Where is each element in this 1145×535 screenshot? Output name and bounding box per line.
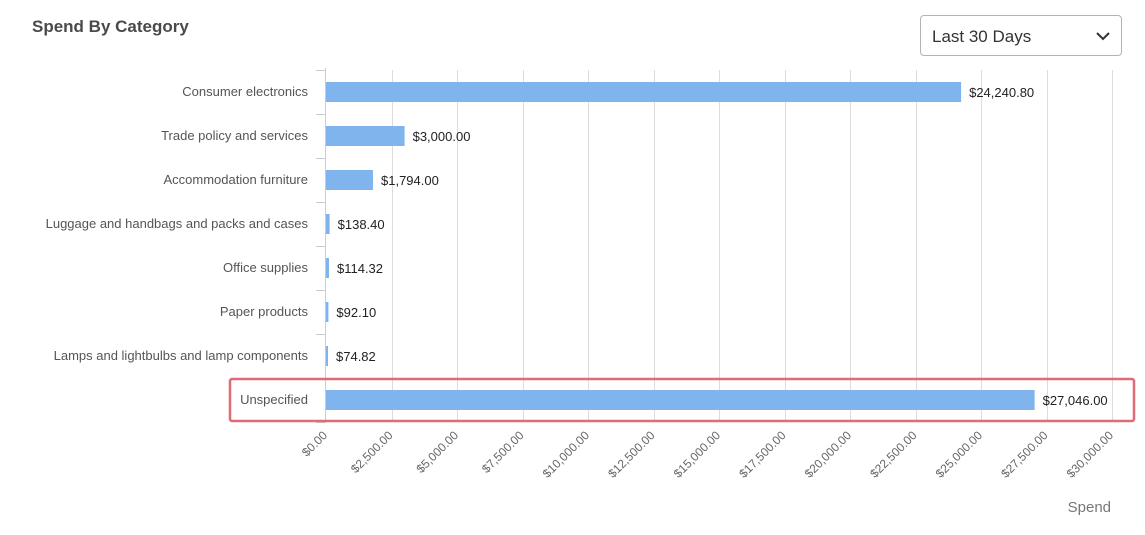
category-label: Consumer electronics (182, 84, 308, 99)
x-tick-label: $10,000.00 (540, 428, 593, 481)
category-label: Trade policy and services (161, 128, 308, 143)
value-label: $92.10 (336, 305, 376, 320)
bar (326, 390, 1035, 410)
x-tick-label: $27,500.00 (998, 428, 1051, 481)
category-label: Paper products (220, 304, 309, 319)
x-tick-label: $12,500.00 (605, 428, 658, 481)
value-label: $138.40 (338, 217, 385, 232)
bar (326, 82, 962, 102)
x-tick-label: $5,000.00 (413, 428, 461, 476)
highlight-box (228, 377, 1136, 423)
category-label: Office supplies (223, 260, 309, 275)
chevron-down-icon (1096, 32, 1110, 41)
value-label: $1,794.00 (381, 173, 439, 188)
value-label: $24,240.80 (969, 85, 1034, 100)
x-axis-label: Spend (1068, 499, 1111, 516)
date-range-select[interactable]: Last 30 Days (920, 15, 1122, 56)
chart-title: Spend By Category (32, 17, 189, 36)
x-tick-label: $25,000.00 (933, 428, 986, 481)
x-tick-label: $15,000.00 (671, 428, 724, 481)
x-tick-label: $20,000.00 (802, 428, 855, 481)
x-tick-label: $7,500.00 (479, 428, 527, 476)
x-tick-label: $30,000.00 (1064, 428, 1117, 481)
bar (326, 258, 329, 278)
bar (326, 170, 374, 190)
bar (326, 214, 330, 234)
x-tick-label: $22,500.00 (867, 428, 920, 481)
value-label: $3,000.00 (413, 129, 471, 144)
category-label: Luggage and handbags and packs and cases (46, 216, 309, 231)
category-label: Accommodation furniture (163, 172, 308, 187)
x-tick-label: $0.00 (299, 428, 330, 459)
category-label: Lamps and lightbulbs and lamp components (54, 348, 309, 363)
value-label: $27,046.00 (1043, 393, 1108, 408)
date-range-selected-value: Last 30 Days (932, 27, 1032, 46)
x-tick-label: $2,500.00 (348, 428, 396, 476)
value-label: $74.82 (336, 349, 376, 364)
bar (326, 346, 328, 366)
bar (326, 302, 329, 322)
value-label: $114.32 (337, 261, 383, 276)
bar (326, 126, 405, 146)
x-tick-label: $17,500.00 (736, 428, 789, 481)
category-label: Unspecified (240, 392, 308, 407)
